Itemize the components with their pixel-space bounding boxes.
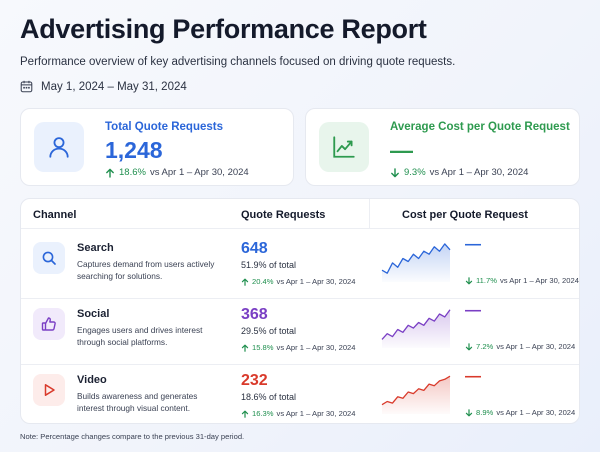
kpi-icon-box — [34, 122, 84, 172]
requests-change-value: 16.3% — [252, 409, 274, 418]
sparkline-area — [382, 243, 450, 282]
cost-value: — — [465, 368, 481, 385]
search-icon — [42, 251, 56, 265]
cost-trend-sparkline — [381, 375, 451, 414]
arrow-up-icon — [106, 168, 114, 178]
channel-description: Builds awareness and generates interest … — [77, 391, 198, 413]
quote-requests-value: 232 — [241, 372, 268, 389]
header-divider — [21, 228, 579, 229]
arrow-up-icon — [241, 344, 249, 352]
kpi-comparison: vs Apr 1 – Apr 30, 2024 — [429, 167, 529, 178]
channel-table: Channel Quote Requests Cost per Quote Re… — [20, 198, 580, 424]
table-row-search[interactable]: Search Captures demand from users active… — [21, 232, 581, 298]
channel-icon-box — [33, 308, 65, 340]
cost-change-value: 7.2% — [476, 342, 494, 351]
play-icon — [44, 384, 55, 396]
cost-value: — — [465, 302, 481, 319]
channel-icon-box — [33, 242, 65, 274]
thumbs-up-icon — [41, 317, 56, 331]
row-divider — [21, 298, 579, 299]
cost-comparison: vs Apr 1 – Apr 30, 2024 — [499, 276, 579, 285]
cost-value: — — [465, 236, 481, 253]
column-header-cost: Cost per Quote Request — [402, 209, 528, 221]
kpi-value: 1,248 — [105, 137, 163, 163]
cost-comparison: vs Apr 1 – Apr 30, 2024 — [496, 408, 576, 417]
kpi-icon-box — [319, 122, 369, 172]
date-range[interactable]: May 1, 2024 – May 31, 2024 — [20, 80, 187, 93]
kpi-average-cost: Average Cost per Quote Request — 9.3% vs… — [305, 108, 580, 186]
row-divider — [21, 364, 579, 365]
share-of-total: 18.6% of total — [241, 392, 297, 402]
calendar-icon — [20, 80, 33, 93]
arrow-down-icon — [465, 342, 473, 350]
requests-comparison: vs Apr 1 – Apr 30, 2024 — [276, 343, 356, 352]
column-divider — [369, 199, 370, 228]
column-header-channel: Channel — [33, 209, 77, 221]
sparkline-line — [381, 375, 451, 406]
page-title: Advertising Performance Report — [20, 14, 427, 44]
channel-description: Engages users and drives interest throug… — [77, 325, 203, 347]
date-range-label: May 1, 2024 – May 31, 2024 — [41, 80, 187, 93]
kpi-change: 18.6% vs Apr 1 – Apr 30, 2024 — [105, 167, 249, 178]
share-of-total: 29.5% of total — [241, 326, 297, 336]
arrow-down-icon — [391, 167, 399, 177]
trend-chart-icon — [333, 136, 355, 158]
table-row-social[interactable]: Social Engages users and drives interest… — [21, 298, 581, 364]
quote-requests-value: 368 — [241, 306, 268, 323]
sparkline-line — [381, 243, 451, 274]
user-icon — [49, 137, 69, 158]
column-header-quote-requests: Quote Requests — [241, 209, 326, 221]
channel-icon-box — [33, 374, 65, 406]
quote-requests-value: 648 — [241, 240, 268, 257]
kpi-value: — — [390, 137, 413, 163]
channel-name: Search — [77, 242, 114, 254]
requests-change: 20.4% vs Apr 1 – Apr 30, 2024 — [241, 277, 356, 286]
cost-change-value: 11.7% — [476, 276, 497, 285]
requests-comparison: vs Apr 1 – Apr 30, 2024 — [276, 409, 356, 418]
footnote: Note: Percentage changes compare to the … — [20, 432, 245, 441]
table-row-video[interactable]: Video Builds awareness and generates int… — [21, 364, 581, 430]
page-subtitle: Performance overview of key advertising … — [20, 56, 456, 68]
kpi-label: Average Cost per Quote Request — [390, 121, 570, 133]
cost-change-value: 8.9% — [476, 408, 494, 417]
cost-change: 7.2% vs Apr 1 – Apr 30, 2024 — [465, 342, 575, 351]
requests-change: 15.8% vs Apr 1 – Apr 30, 2024 — [241, 343, 356, 352]
arrow-up-icon — [241, 278, 249, 286]
cost-trend-sparkline — [381, 309, 451, 348]
cost-trend-sparkline — [381, 243, 451, 282]
kpi-total-quote-requests: Total Quote Requests 1,248 18.6% vs Apr … — [20, 108, 294, 186]
requests-change-value: 20.4% — [252, 277, 274, 286]
requests-change: 16.3% vs Apr 1 – Apr 30, 2024 — [241, 409, 356, 418]
sparkline-area — [382, 376, 450, 414]
sparkline-line — [381, 309, 451, 340]
sparkline-area — [382, 309, 450, 348]
cost-change: 8.9% vs Apr 1 – Apr 30, 2024 — [465, 408, 575, 417]
arrow-up-icon — [241, 410, 249, 418]
requests-comparison: vs Apr 1 – Apr 30, 2024 — [276, 277, 356, 286]
kpi-comparison: vs Apr 1 – Apr 30, 2024 — [149, 167, 249, 178]
share-of-total: 51.9% of total — [241, 260, 297, 270]
channel-description: Captures demand from users actively sear… — [77, 259, 215, 281]
cost-comparison: vs Apr 1 – Apr 30, 2024 — [496, 342, 576, 351]
kpi-change-value: 9.3% — [404, 167, 426, 178]
kpi-change-value: 18.6% — [119, 167, 146, 178]
requests-change-value: 15.8% — [252, 343, 274, 352]
arrow-down-icon — [465, 276, 473, 284]
kpi-change: 9.3% vs Apr 1 – Apr 30, 2024 — [390, 167, 528, 178]
channel-name: Social — [77, 308, 110, 320]
kpi-label: Total Quote Requests — [105, 121, 223, 133]
arrow-down-icon — [465, 408, 473, 416]
channel-name: Video — [77, 374, 107, 386]
cost-change: 11.7% vs Apr 1 – Apr 30, 2024 — [465, 276, 579, 285]
